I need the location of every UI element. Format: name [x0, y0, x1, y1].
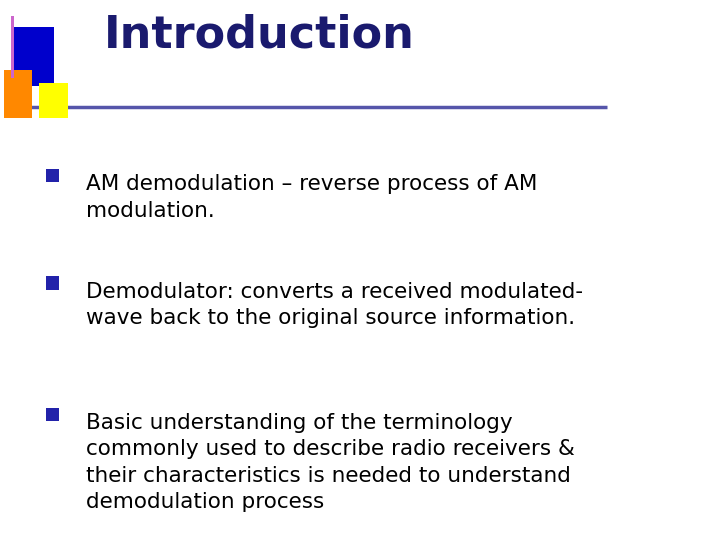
FancyBboxPatch shape — [14, 27, 53, 86]
FancyBboxPatch shape — [46, 408, 59, 421]
FancyBboxPatch shape — [46, 276, 59, 289]
FancyBboxPatch shape — [40, 83, 68, 118]
FancyBboxPatch shape — [46, 169, 59, 183]
Text: Demodulator: converts a received modulated-
wave back to the original source inf: Demodulator: converts a received modulat… — [86, 282, 582, 328]
FancyBboxPatch shape — [12, 16, 14, 78]
FancyBboxPatch shape — [4, 70, 32, 118]
Text: Basic understanding of the terminology
commonly used to describe radio receivers: Basic understanding of the terminology c… — [86, 413, 575, 512]
Text: AM demodulation – reverse process of AM
modulation.: AM demodulation – reverse process of AM … — [86, 174, 537, 221]
Text: Introduction: Introduction — [104, 14, 415, 56]
